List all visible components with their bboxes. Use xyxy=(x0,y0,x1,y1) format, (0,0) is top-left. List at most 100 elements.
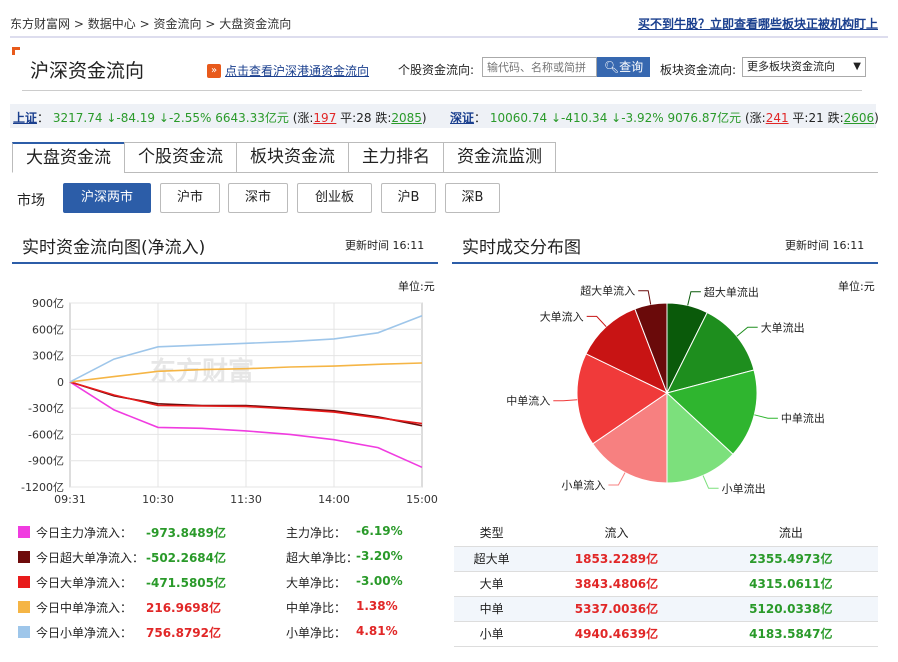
legend-label: 今日超大单净流入： xyxy=(36,551,145,565)
sz-up-count[interactable]: 241 xyxy=(765,111,789,125)
hgt-link[interactable]: » 点击查看沪深港通资金流向 xyxy=(207,62,369,79)
sz-down-count[interactable]: 2606 xyxy=(843,111,875,125)
legend-swatch xyxy=(18,626,30,638)
sh-index-name[interactable]: 上证 xyxy=(13,111,38,125)
pie-slice xyxy=(576,353,668,445)
breadcrumb-item[interactable]: 资金流向 xyxy=(153,17,202,31)
legend-ratio-label: 超大单净比： xyxy=(286,551,359,565)
tab-stock-flow[interactable]: 个股资金流 xyxy=(124,142,236,173)
sz-index-name[interactable]: 深证 xyxy=(450,111,475,125)
legend-ratio-label: 小单净比： xyxy=(286,626,347,640)
sh-down-count[interactable]: 2085 xyxy=(391,111,422,125)
sh-up-count[interactable]: 197 xyxy=(313,111,337,125)
legend-ratio: 4.81% xyxy=(356,624,398,638)
sh-flat-label: 平: xyxy=(340,111,357,125)
pie-slice xyxy=(666,311,755,394)
pie-leader-line xyxy=(608,472,626,486)
legend-row-small: 今日小单净流入： 756.8792亿 小单净比： 4.81% xyxy=(16,621,446,646)
stock-flow-label: 个股资金流向: xyxy=(398,63,475,77)
pie-slice xyxy=(666,391,734,484)
market-option-all[interactable]: 沪深两市 xyxy=(63,183,151,213)
market-option-gem[interactable]: 创业板 xyxy=(297,183,372,213)
series-line xyxy=(69,362,423,383)
table-cell-type: 小单 xyxy=(454,621,530,647)
legend-value: -973.8489亿 xyxy=(146,526,226,540)
search-button[interactable]: 🔍︎查询 xyxy=(597,57,650,77)
x-tick-label: 11:30 xyxy=(230,493,262,506)
legend-row-medium: 今日中单净流入： 216.9698亿 中单净比： 1.38% xyxy=(16,596,446,621)
market-label: 市场 xyxy=(17,193,45,209)
dist-update-time: 更新时间 16:11 xyxy=(785,239,865,252)
legend-value: -471.5805亿 xyxy=(146,576,226,590)
pie-label: 超大单流入 xyxy=(580,284,635,298)
sh-down-label: 跌: xyxy=(375,111,392,125)
legend-swatch xyxy=(18,601,30,613)
legend-ratio: -3.00% xyxy=(356,574,403,588)
legend-label: 今日小单净流入： xyxy=(36,626,133,640)
series-line xyxy=(69,314,423,383)
hgt-link-label[interactable]: 点击查看沪深港通资金流向 xyxy=(225,64,370,78)
table-cell-inflow: 3843.4806亿 xyxy=(529,571,704,597)
sh-index-pct: ↓-2.55% xyxy=(158,111,212,125)
tab-market-flow[interactable]: 大盘资金流 xyxy=(12,142,124,173)
header-divider xyxy=(10,36,888,38)
sh-up-label: (涨: xyxy=(292,111,314,125)
legend-row-super: 今日超大单净流入： -502.2684亿 超大单净比： -3.20% xyxy=(16,546,446,571)
sz-close-paren: ) xyxy=(874,111,879,125)
table-cell-inflow: 1853.2289亿 xyxy=(529,546,704,572)
legend-ratio-label: 大单净比： xyxy=(286,576,347,590)
breadcrumb-item: 大盘资金流向 xyxy=(219,17,292,31)
title-corner-mark xyxy=(12,47,20,55)
breadcrumb-item[interactable]: 数据中心 xyxy=(87,17,136,31)
chevron-down-icon: ▼ xyxy=(853,61,861,72)
double-arrow-icon: » xyxy=(207,63,221,78)
table-cell-type: 超大单 xyxy=(454,546,530,572)
tab-sector-flow[interactable]: 板块资金流 xyxy=(236,142,348,173)
x-tick-label: 09:31 xyxy=(54,493,86,506)
search-button-label: 查询 xyxy=(619,60,644,74)
market-option-sz[interactable]: 深市 xyxy=(228,183,288,213)
legend-label: 今日中单净流入： xyxy=(36,601,133,615)
title-underline xyxy=(22,90,862,91)
sz-up-label: (涨: xyxy=(744,111,766,125)
sh-index: 上证： 3217.74 ↓-84.19 ↓-2.55% 6643.33亿元 (涨… xyxy=(13,109,427,126)
pie-label: 小单流出 xyxy=(722,481,766,495)
legend-label: 今日主力净流入： xyxy=(36,526,133,540)
legend-ratio: 1.38% xyxy=(356,599,398,613)
y-tick-label: -600亿 xyxy=(28,428,64,441)
pie-leader-line xyxy=(687,291,701,306)
pie-leader-line xyxy=(754,414,778,419)
market-option-szb[interactable]: 深B xyxy=(445,183,500,213)
block-flow-select[interactable]: 更多板块资金流向 ▼ xyxy=(742,57,866,77)
market-option-sh[interactable]: 沪市 xyxy=(160,183,220,213)
pie-label: 大单流入 xyxy=(540,309,584,323)
pie-leader-line xyxy=(638,290,652,305)
market-option-shb[interactable]: 沪B xyxy=(381,183,436,213)
legend-label: 今日大单净流入： xyxy=(36,576,133,590)
breadcrumb-item[interactable]: 东方财富网 xyxy=(10,17,71,31)
table-row: 大单 3843.4806亿 4315.0611亿 xyxy=(454,571,878,597)
pie-slice xyxy=(585,308,668,394)
y-tick-label: -900亿 xyxy=(28,455,64,468)
y-tick-label: -300亿 xyxy=(28,402,64,415)
pie-label: 中单流出 xyxy=(781,411,825,425)
page-title: 沪深资金流向 xyxy=(30,60,145,82)
pie-label: 小单流入 xyxy=(561,478,605,492)
promo-link[interactable]: 买不到牛股？立即查看哪些板块正被机构盯上 xyxy=(637,17,878,31)
table-header: 流入 xyxy=(529,520,704,547)
stock-search-input[interactable] xyxy=(482,57,597,77)
sh-flat-count: 28 xyxy=(356,111,372,125)
sz-index-price: 10060.74 xyxy=(489,111,548,125)
legend-swatch xyxy=(18,576,30,588)
y-tick-label: 300亿 xyxy=(32,350,64,363)
table-cell-type: 大单 xyxy=(454,571,530,597)
x-tick-label: 15:00 xyxy=(406,493,438,506)
tab-flow-monitor[interactable]: 资金流监测 xyxy=(443,142,556,173)
y-tick-label: 600亿 xyxy=(32,323,64,336)
sz-index-pct: ↓-3.92% xyxy=(611,111,664,125)
legend-row-main: 今日主力净流入： -973.8489亿 主力净比： -6.19% xyxy=(16,521,446,546)
tab-main-rank[interactable]: 主力排名 xyxy=(348,142,443,173)
table-row: 小单 4940.4639亿 4183.5847亿 xyxy=(454,621,878,647)
legend-ratio: -6.19% xyxy=(356,524,403,538)
